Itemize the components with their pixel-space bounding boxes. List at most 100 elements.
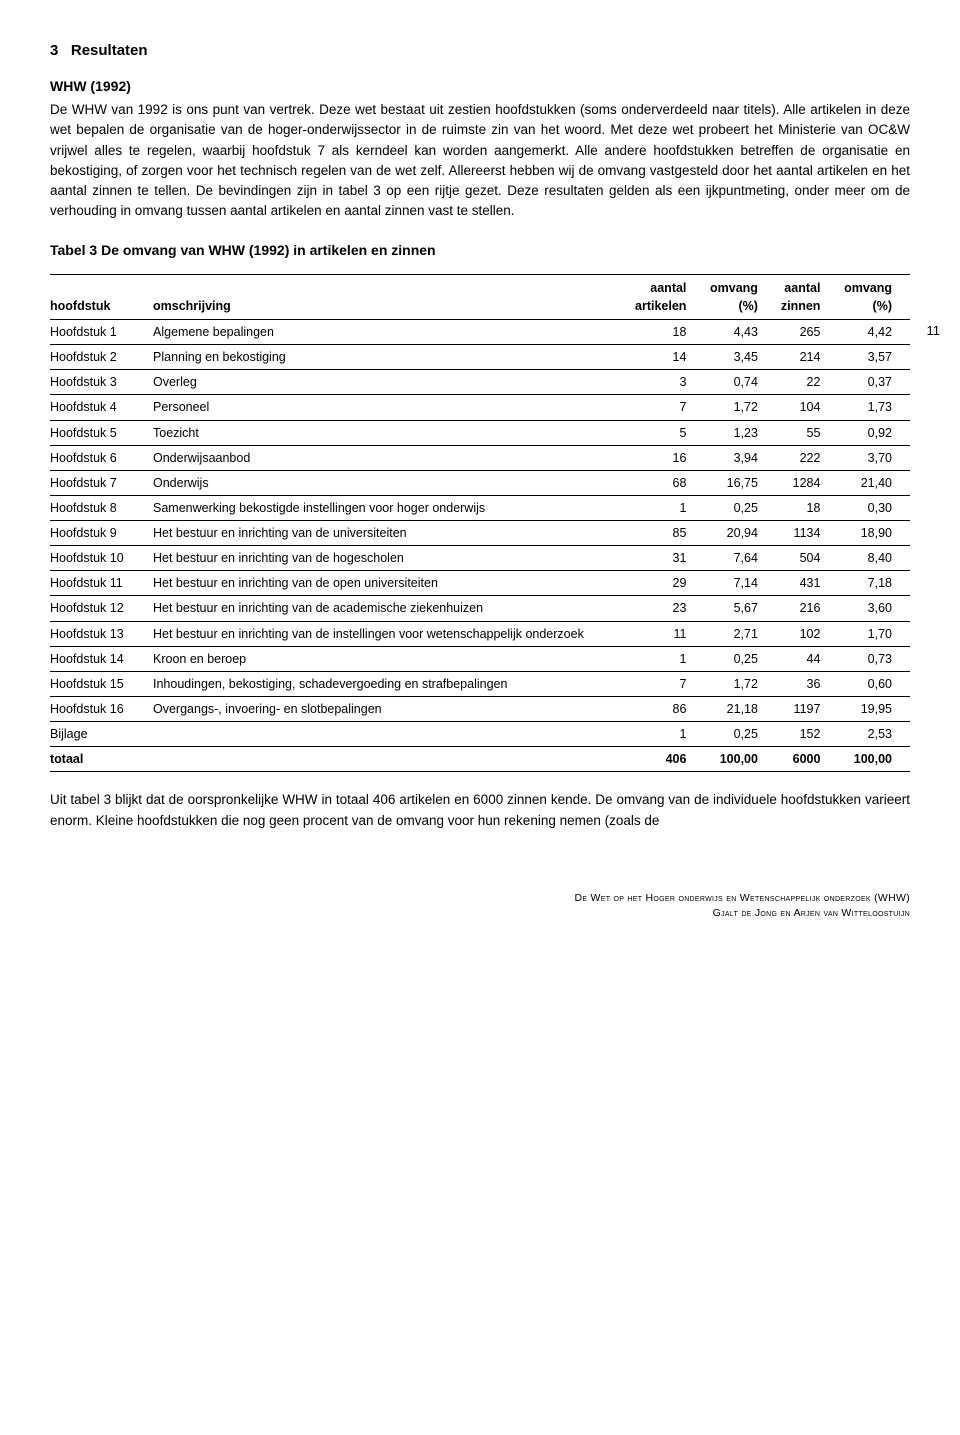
cell-hoofdstuk: Hoofdstuk 11 (50, 571, 153, 596)
table-row: Hoofdstuk 12Het bestuur en inrichting va… (50, 596, 910, 621)
cell-omvang-art: 7,14 (704, 571, 776, 596)
section-title: 3 Resultaten (50, 40, 910, 62)
cell-omschrijving: Samenwerking bekostigde instellingen voo… (153, 495, 629, 520)
cell-hoofdstuk: Hoofdstuk 13 (50, 621, 153, 646)
col-omschrijving: omschrijving (153, 274, 629, 319)
cell-omvang-art: 4,43 (704, 320, 776, 345)
cell-hoofdstuk: Hoofdstuk 3 (50, 370, 153, 395)
cell-aantal-artikelen: 29 (629, 571, 704, 596)
table-row: Hoofdstuk 4Personeel71,721041,73 (50, 395, 910, 420)
cell-hoofdstuk: Hoofdstuk 6 (50, 445, 153, 470)
cell-omvang-art: 2,71 (704, 621, 776, 646)
cell-aantal-zinnen: 1134 (776, 521, 838, 546)
cell-aantal-artikelen: 3 (629, 370, 704, 395)
cell-omvang-zin: 1,73 (838, 395, 910, 420)
cell-omvang-zin: 100,00 (838, 747, 910, 772)
cell-aantal-zinnen: 44 (776, 646, 838, 671)
cell-aantal-artikelen: 406 (629, 747, 704, 772)
cell-hoofdstuk: Hoofdstuk 15 (50, 671, 153, 696)
cell-aantal-artikelen: 7 (629, 395, 704, 420)
table-row: Hoofdstuk 14Kroon en beroep10,25440,73 (50, 646, 910, 671)
cell-aantal-zinnen: 216 (776, 596, 838, 621)
section-number: 3 (50, 42, 58, 59)
cell-omvang-zin: 3,57 (838, 345, 910, 370)
cell-omvang-zin: 0,30 (838, 495, 910, 520)
cell-omschrijving: Overleg (153, 370, 629, 395)
cell-omvang-zin: 0,60 (838, 671, 910, 696)
cell-omvang-art: 0,25 (704, 722, 776, 747)
cell-aantal-artikelen: 14 (629, 345, 704, 370)
cell-omvang-zin: 18,90 (838, 521, 910, 546)
cell-aantal-zinnen: 504 (776, 546, 838, 571)
cell-omschrijving: Planning en bekostiging (153, 345, 629, 370)
cell-aantal-artikelen: 1 (629, 495, 704, 520)
table-row: Hoofdstuk 11Het bestuur en inrichting va… (50, 571, 910, 596)
cell-aantal-artikelen: 11 (629, 621, 704, 646)
cell-omvang-zin: 21,40 (838, 470, 910, 495)
cell-aantal-zinnen: 152 (776, 722, 838, 747)
cell-aantal-artikelen: 16 (629, 445, 704, 470)
cell-omvang-art: 21,18 (704, 696, 776, 721)
cell-aantal-zinnen: 214 (776, 345, 838, 370)
cell-aantal-artikelen: 1 (629, 722, 704, 747)
cell-omvang-zin: 0,92 (838, 420, 910, 445)
cell-omschrijving: Personeel (153, 395, 629, 420)
cell-aantal-zinnen: 102 (776, 621, 838, 646)
cell-omvang-art: 20,94 (704, 521, 776, 546)
cell-omschrijving: Het bestuur en inrichting van de open un… (153, 571, 629, 596)
cell-omvang-zin: 0,73 (838, 646, 910, 671)
cell-omschrijving: Inhoudingen, bekostiging, schadevergoedi… (153, 671, 629, 696)
cell-omvang-art: 7,64 (704, 546, 776, 571)
cell-hoofdstuk: Hoofdstuk 4 (50, 395, 153, 420)
cell-omvang-art: 3,45 (704, 345, 776, 370)
cell-hoofdstuk: Hoofdstuk 2 (50, 345, 153, 370)
cell-omvang-zin: 0,37 (838, 370, 910, 395)
cell-aantal-zinnen: 265 (776, 320, 838, 345)
cell-hoofdstuk: Hoofdstuk 16 (50, 696, 153, 721)
cell-omvang-art: 1,72 (704, 671, 776, 696)
cell-aantal-artikelen: 31 (629, 546, 704, 571)
table-row: Hoofdstuk 15Inhoudingen, bekostiging, sc… (50, 671, 910, 696)
cell-hoofdstuk: Hoofdstuk 8 (50, 495, 153, 520)
footer-line2: Gjalt de Jong en Arjen van Witteloostuij… (50, 906, 910, 921)
intro-paragraph: De WHW van 1992 is ons punt van vertrek.… (50, 100, 910, 222)
cell-hoofdstuk: Hoofdstuk 14 (50, 646, 153, 671)
cell-omvang-art: 0,25 (704, 495, 776, 520)
table-title: Tabel 3 De omvang van WHW (1992) in arti… (50, 240, 910, 260)
cell-omschrijving (153, 747, 629, 772)
cell-omschrijving: Onderwijsaanbod (153, 445, 629, 470)
cell-omschrijving: Het bestuur en inrichting van de instell… (153, 621, 629, 646)
page-number: 11 (927, 322, 941, 341)
cell-aantal-zinnen: 55 (776, 420, 838, 445)
table-row: Hoofdstuk 5Toezicht51,23550,92 (50, 420, 910, 445)
cell-omschrijving (153, 722, 629, 747)
cell-omvang-art: 5,67 (704, 596, 776, 621)
cell-hoofdstuk: Hoofdstuk 9 (50, 521, 153, 546)
table-header-row: hoofdstuk omschrijving aantal artikelen … (50, 274, 910, 319)
cell-omvang-art: 3,94 (704, 445, 776, 470)
cell-aantal-zinnen: 22 (776, 370, 838, 395)
cell-omvang-zin: 8,40 (838, 546, 910, 571)
cell-omschrijving: Algemene bepalingen (153, 320, 629, 345)
cell-omvang-zin: 19,95 (838, 696, 910, 721)
footer: De Wet op het Hoger onderwijs en Wetensc… (50, 891, 910, 920)
cell-omschrijving: Overgangs-, invoering- en slotbepalingen (153, 696, 629, 721)
cell-omvang-zin: 4,42 (838, 320, 910, 345)
table-row: Hoofdstuk 3Overleg30,74220,37 (50, 370, 910, 395)
col-omvang-zin: omvang (%) (838, 274, 910, 319)
table-row: Hoofdstuk 8Samenwerking bekostigde inste… (50, 495, 910, 520)
cell-aantal-zinnen: 104 (776, 395, 838, 420)
table-row: Hoofdstuk 9Het bestuur en inrichting van… (50, 521, 910, 546)
cell-hoofdstuk: Hoofdstuk 10 (50, 546, 153, 571)
cell-omvang-zin: 3,60 (838, 596, 910, 621)
col-omvang-art: omvang (%) (704, 274, 776, 319)
cell-hoofdstuk: totaal (50, 747, 153, 772)
cell-omvang-art: 0,74 (704, 370, 776, 395)
cell-aantal-zinnen: 6000 (776, 747, 838, 772)
table-total-row: totaal406100,006000100,00 (50, 747, 910, 772)
cell-aantal-artikelen: 7 (629, 671, 704, 696)
cell-omvang-art: 1,23 (704, 420, 776, 445)
cell-omvang-zin: 2,53 (838, 722, 910, 747)
table-row: Hoofdstuk 6Onderwijsaanbod163,942223,70 (50, 445, 910, 470)
table-row: Hoofdstuk 1Algemene bepalingen184,432654… (50, 320, 910, 345)
